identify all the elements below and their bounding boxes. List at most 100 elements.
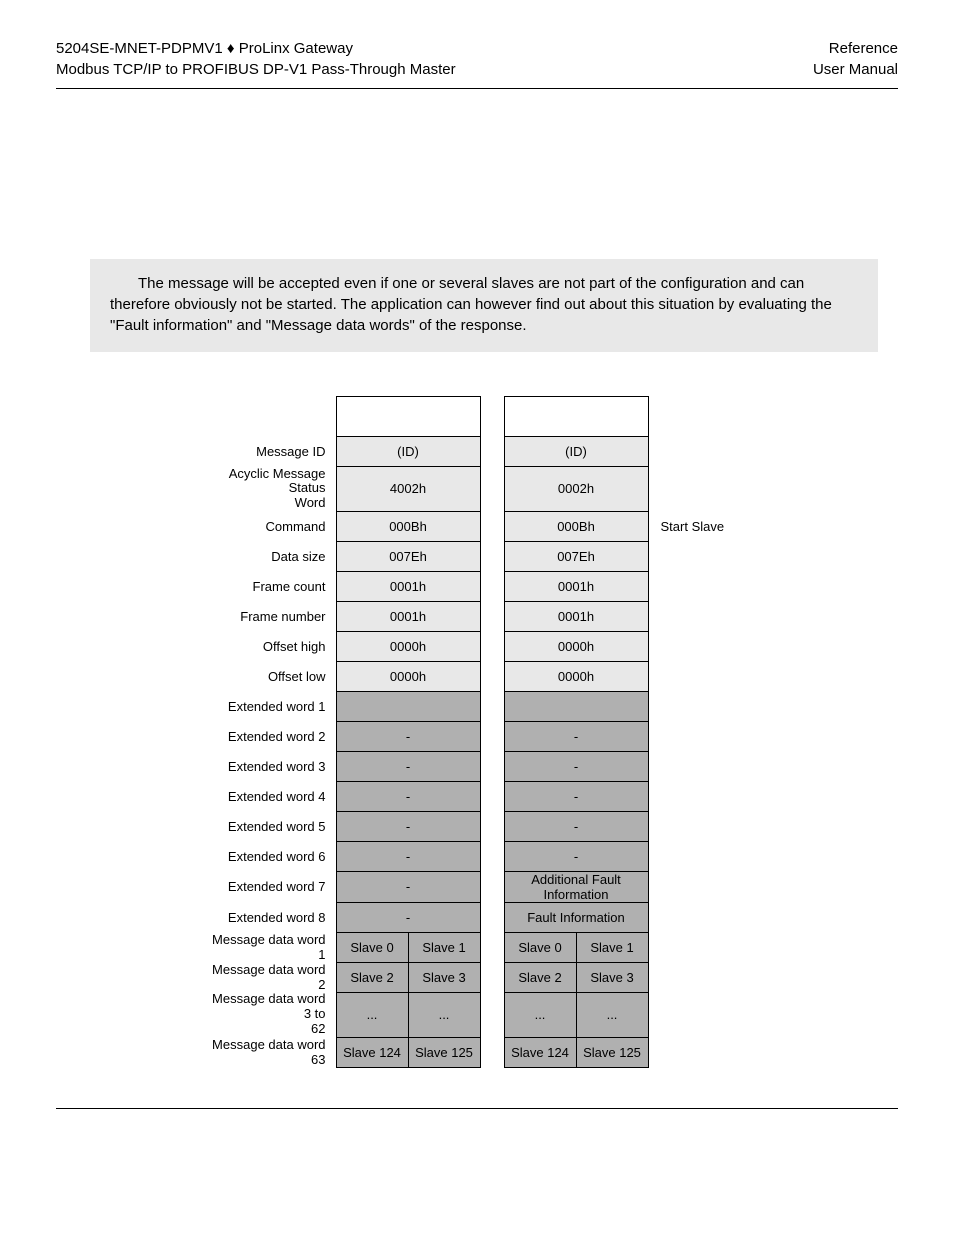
table-row: Offset high0000h0000h — [196, 631, 758, 661]
cell: Slave 2 — [336, 962, 408, 992]
header-cell — [504, 397, 648, 437]
cell — [336, 691, 480, 721]
row-label — [196, 397, 336, 437]
cell: - — [504, 751, 648, 781]
table-row: Extended word 3-- — [196, 751, 758, 781]
column-gap — [480, 661, 504, 691]
note-box: The message will be accepted even if one… — [90, 259, 878, 352]
cell: Slave 3 — [576, 962, 648, 992]
header-right-line1: Reference — [813, 38, 898, 59]
cell: (ID) — [336, 437, 480, 467]
table-row: Message data word 3 to62............ — [196, 992, 758, 1037]
column-gap — [480, 467, 504, 512]
cell: 0000h — [336, 631, 480, 661]
header-left-line2: Modbus TCP/IP to PROFIBUS DP-V1 Pass-Thr… — [56, 59, 456, 80]
column-gap — [480, 841, 504, 871]
header-left-line1: 5204SE-MNET-PDPMV1 ♦ ProLinx Gateway — [56, 38, 456, 59]
row-note — [648, 721, 758, 751]
column-gap — [480, 631, 504, 661]
table-row: Extended word 6-- — [196, 841, 758, 871]
row-label: Frame count — [196, 571, 336, 601]
cell: 0001h — [504, 601, 648, 631]
row-note — [648, 902, 758, 932]
cell: 0000h — [504, 661, 648, 691]
row-note — [648, 541, 758, 571]
cell: ... — [576, 992, 648, 1037]
message-table-wrap: Message ID(ID)(ID)Acyclic Message Status… — [56, 396, 898, 1068]
cell: Slave 124 — [504, 1037, 576, 1067]
cell: - — [336, 841, 480, 871]
row-label: Frame number — [196, 601, 336, 631]
row-note — [648, 467, 758, 512]
table-row: Command000Bh000BhStart Slave — [196, 511, 758, 541]
column-gap — [480, 511, 504, 541]
header-rule — [56, 88, 898, 89]
column-gap — [480, 962, 504, 992]
row-label: Extended word 4 — [196, 781, 336, 811]
table-row: Extended word 2-- — [196, 721, 758, 751]
row-note — [648, 631, 758, 661]
header-right: Reference User Manual — [813, 38, 898, 80]
product-name: ProLinx Gateway — [239, 40, 353, 57]
row-label: Extended word 3 — [196, 751, 336, 781]
column-gap — [480, 691, 504, 721]
table-row: Extended word 5-- — [196, 811, 758, 841]
cell: ... — [408, 992, 480, 1037]
column-gap — [480, 1037, 504, 1067]
cell: Slave 0 — [336, 932, 408, 962]
row-label: Message ID — [196, 437, 336, 467]
table-row: Data size007Eh007Eh — [196, 541, 758, 571]
row-note — [648, 992, 758, 1037]
cell: 0000h — [336, 661, 480, 691]
message-table: Message ID(ID)(ID)Acyclic Message Status… — [196, 396, 758, 1068]
row-note — [648, 601, 758, 631]
table-row: Acyclic Message StatusWord4002h0002h — [196, 467, 758, 512]
header-right-line2: User Manual — [813, 59, 898, 80]
cell: Slave 0 — [504, 932, 576, 962]
row-label: Acyclic Message StatusWord — [196, 467, 336, 512]
row-note — [648, 871, 758, 902]
row-label: Data size — [196, 541, 336, 571]
page-header: 5204SE-MNET-PDPMV1 ♦ ProLinx Gateway Mod… — [56, 38, 898, 80]
cell: Slave 3 — [408, 962, 480, 992]
cell: Slave 125 — [408, 1037, 480, 1067]
cell: - — [504, 781, 648, 811]
row-note — [648, 397, 758, 437]
table-row: Message ID(ID)(ID) — [196, 437, 758, 467]
cell: 0000h — [504, 631, 648, 661]
cell: - — [504, 841, 648, 871]
row-label: Message data word 3 to62 — [196, 992, 336, 1037]
cell: 0001h — [504, 571, 648, 601]
row-label: Extended word 6 — [196, 841, 336, 871]
column-gap — [480, 437, 504, 467]
cell: Slave 124 — [336, 1037, 408, 1067]
row-note — [648, 571, 758, 601]
cell: ... — [336, 992, 408, 1037]
column-gap — [480, 541, 504, 571]
table-row: Frame count0001h0001h — [196, 571, 758, 601]
diamond-icon: ♦ — [227, 40, 235, 57]
column-gap — [480, 871, 504, 902]
cell: 0002h — [504, 467, 648, 512]
cell: - — [336, 871, 480, 902]
cell: - — [336, 751, 480, 781]
row-note — [648, 437, 758, 467]
row-note: Start Slave — [648, 511, 758, 541]
cell: - — [336, 902, 480, 932]
cell: (ID) — [504, 437, 648, 467]
table-row: Message data word 2Slave 2Slave 3Slave 2… — [196, 962, 758, 992]
cell — [504, 691, 648, 721]
header-left: 5204SE-MNET-PDPMV1 ♦ ProLinx Gateway Mod… — [56, 38, 456, 80]
row-label: Extended word 2 — [196, 721, 336, 751]
cell: - — [336, 721, 480, 751]
cell: 000Bh — [336, 511, 480, 541]
product-code: 5204SE-MNET-PDPMV1 — [56, 40, 223, 57]
column-gap — [480, 397, 504, 437]
cell: Slave 2 — [504, 962, 576, 992]
row-label: Offset high — [196, 631, 336, 661]
row-note — [648, 932, 758, 962]
row-note — [648, 1037, 758, 1067]
column-gap — [480, 751, 504, 781]
table-row: Message data word 63Slave 124Slave 125Sl… — [196, 1037, 758, 1067]
column-gap — [480, 902, 504, 932]
